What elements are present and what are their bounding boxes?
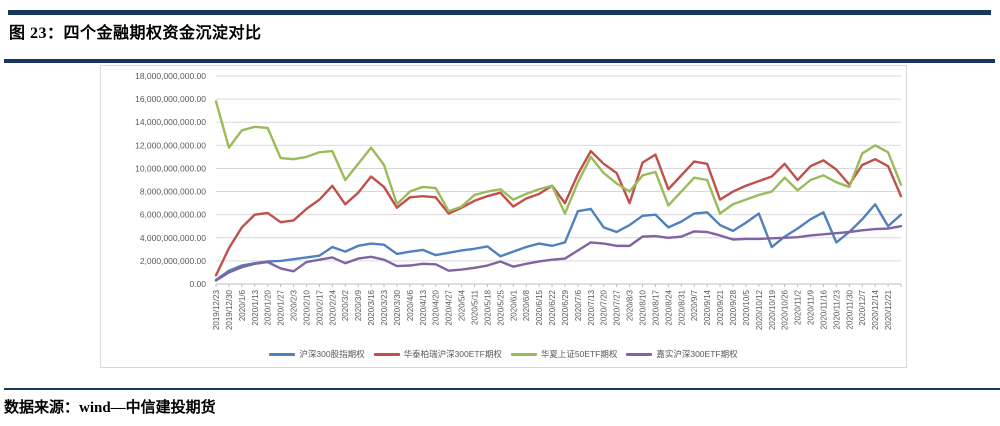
- x-tick-label: 2020/5/4: [458, 289, 467, 321]
- series-line-华泰柏瑞沪深300ETF期权: [214, 149, 903, 277]
- x-tick-label: 2020/10/5: [742, 289, 751, 325]
- x-tick-label: 2020/10/12: [755, 289, 764, 330]
- x-tick-label: 2020/2/17: [315, 289, 324, 325]
- series-line-华夏上证50ETF期权: [214, 100, 903, 215]
- x-tick-label: 2020/5/18: [483, 289, 492, 325]
- x-tick-label: 2020/3/30: [393, 289, 402, 325]
- x-tick-label: 2019/12/23: [212, 289, 221, 330]
- series-line-沪深300股指期权: [214, 203, 903, 282]
- x-tick-label: 2020/4/13: [419, 289, 428, 325]
- legend-swatch-icon: [373, 352, 400, 356]
- chart-legend: 沪深300股指期权 华泰柏瑞沪深300ETF期权 华夏上证50ETF期权 嘉实沪深30…: [101, 348, 906, 360]
- legend-item: 华夏上证50ETF期权: [510, 348, 618, 360]
- x-tick-label: 2020/10/26: [781, 289, 790, 330]
- y-tick-label: 0.00: [189, 279, 206, 289]
- chart-frame: 0.00 2,000,000,000.00 4,000,000,000.00 6,00…: [100, 65, 907, 368]
- x-tick-label: 2020/11/23: [832, 289, 841, 329]
- x-tick-label: 2020/2/3: [290, 289, 299, 321]
- x-tick-label: 2020/8/10: [639, 289, 648, 325]
- x-tick-label: 2020/4/6: [406, 289, 415, 321]
- x-tick-label: 2020/12/14: [871, 289, 880, 330]
- legend-swatch-icon: [269, 352, 296, 356]
- y-tick-label: 6,000,000,000.00: [140, 210, 206, 220]
- legend-label: 嘉实沪深300ETF期权: [656, 349, 738, 359]
- chart-canvas: 0.00 2,000,000,000.00 4,000,000,000.00 6,00…: [135, 71, 903, 330]
- x-tick-label: 2020/11/16: [819, 289, 828, 329]
- x-tick-label: 2020/5/11: [470, 289, 479, 325]
- legend-label: 沪深300股指期权: [299, 349, 365, 359]
- x-tick-label: 2020/7/27: [613, 289, 622, 325]
- legend-item: 嘉实沪深300ETF期权: [626, 348, 738, 360]
- x-tick-label: 2020/11/9: [807, 289, 816, 325]
- x-tick-label: 2020/8/24: [664, 289, 673, 325]
- top-rule: [8, 10, 991, 15]
- x-tick-label: 2020/6/8: [522, 289, 531, 321]
- x-tick-label: 2020/3/23: [380, 289, 389, 325]
- legend-swatch-icon: [626, 352, 653, 356]
- x-tick-label: 2020/8/3: [626, 289, 635, 321]
- x-tick-label: 2020/7/6: [574, 289, 583, 321]
- series-line-嘉实沪深300ETF期权: [214, 225, 903, 282]
- x-tick-label: 2020/6/29: [561, 289, 570, 325]
- title-separator-rule: [4, 59, 995, 63]
- x-tick-label: 2020/7/13: [587, 289, 596, 325]
- x-tick-label: 2020/4/27: [445, 289, 454, 325]
- x-tick-label: 2020/9/7: [690, 289, 699, 321]
- line-chart: 0.00 2,000,000,000.00 4,000,000,000.00 6,00…: [101, 66, 906, 372]
- x-tick-label: 2020/6/15: [535, 289, 544, 325]
- x-tick-label: 2019/12/30: [225, 289, 234, 330]
- legend-label: 华泰柏瑞沪深300ETF期权: [403, 349, 502, 359]
- figure-title: 图 23：四个金融期权资金沉淀对比: [9, 25, 262, 42]
- x-tick-label: 2020/11/30: [845, 289, 854, 329]
- y-tick-label: 14,000,000,000.00: [135, 117, 206, 127]
- y-tick-label: 12,000,000,000.00: [135, 140, 206, 150]
- x-tick-label: 2020/1/27: [277, 289, 286, 325]
- x-tick-label: 2020/2/10: [302, 289, 311, 325]
- x-tick-label: 2020/1/13: [251, 289, 260, 325]
- x-tick-label: 2020/12/21: [884, 289, 893, 330]
- x-tick-label: 2020/6/22: [548, 289, 557, 325]
- source-separator-rule: [4, 388, 1000, 390]
- x-tick-label: 2020/3/2: [341, 289, 350, 321]
- y-tick-label: 18,000,000,000.00: [135, 71, 206, 81]
- x-tick-label: 2020/2/24: [328, 289, 337, 325]
- x-tick-label: 2020/10/19: [768, 289, 777, 330]
- x-tick-label: 2020/1/6: [238, 289, 247, 321]
- data-source: 数据来源：wind—中信建投期货: [4, 400, 216, 416]
- y-tick-label: 4,000,000,000.00: [140, 233, 206, 243]
- x-tick-label: 2020/12/7: [858, 289, 867, 325]
- legend-swatch-icon: [510, 352, 537, 356]
- x-tick-label: 2020/7/20: [600, 289, 609, 325]
- x-tick-label: 2020/9/14: [703, 289, 712, 325]
- x-tick-label: 2020/3/9: [354, 289, 363, 321]
- x-tick-label: 2020/5/25: [496, 289, 505, 325]
- x-tick-label: 2020/8/31: [677, 289, 686, 325]
- x-tick-label: 2020/4/20: [432, 289, 441, 325]
- legend-item: 沪深300股指期权: [269, 348, 365, 360]
- y-tick-label: 2,000,000,000.00: [140, 256, 206, 266]
- legend-label: 华夏上证50ETF期权: [540, 349, 618, 359]
- y-tick-label: 8,000,000,000.00: [140, 187, 206, 197]
- y-tick-label: 16,000,000,000.00: [135, 94, 206, 104]
- x-tick-label: 2020/1/20: [264, 289, 273, 325]
- x-tick-label: 2020/3/16: [367, 289, 376, 325]
- legend-item: 华泰柏瑞沪深300ETF期权: [373, 348, 502, 360]
- y-tick-label: 10,000,000,000.00: [135, 163, 206, 173]
- x-tick-label: 2020/6/1: [509, 289, 518, 321]
- x-tick-label: 2020/11/2: [794, 289, 803, 325]
- x-tick-label: 2020/8/17: [651, 289, 660, 325]
- x-tick-label: 2020/9/21: [716, 289, 725, 325]
- x-tick-label: 2020/9/28: [729, 289, 738, 325]
